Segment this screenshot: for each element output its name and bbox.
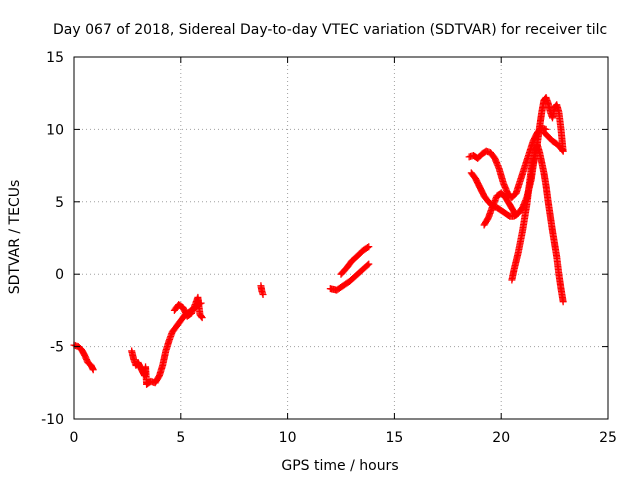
y-tick-label: 5 (55, 195, 64, 211)
y-axis-label: SDTVAR / TECUs (7, 180, 23, 295)
y-tick-label: -5 (50, 340, 64, 356)
data-point (512, 211, 520, 219)
axis-ticks: 0 5 10 15 20 25 -10 -5 0 5 10 15 (41, 50, 617, 446)
data-point (363, 244, 371, 252)
x-tick-label: 15 (385, 430, 403, 446)
grid-lines (74, 57, 608, 419)
y-tick-label: -10 (41, 412, 64, 428)
data-point (89, 366, 97, 374)
data-points (70, 94, 567, 388)
data-point (511, 210, 519, 218)
data-point (197, 313, 205, 321)
data-point (558, 146, 566, 154)
data-point (364, 261, 372, 269)
chart-title: Day 067 of 2018, Sidereal Day-to-day VTE… (53, 22, 607, 38)
data-point (365, 243, 373, 251)
data-point (259, 290, 267, 298)
data-point (198, 314, 206, 322)
x-tick-label: 0 (70, 430, 79, 446)
x-tick-label: 10 (279, 430, 297, 446)
plot-frame (73, 56, 609, 420)
x-tick-label: 25 (599, 430, 617, 446)
data-point (559, 147, 567, 155)
y-tick-label: 10 (46, 122, 64, 138)
x-tick-label: 5 (176, 430, 185, 446)
y-tick-label: 0 (55, 267, 64, 283)
data-point (559, 298, 567, 306)
data-point (365, 260, 373, 268)
x-axis-label: GPS time / hours (281, 458, 398, 474)
y-tick-label: 15 (46, 50, 64, 66)
x-tick-label: 20 (492, 430, 510, 446)
